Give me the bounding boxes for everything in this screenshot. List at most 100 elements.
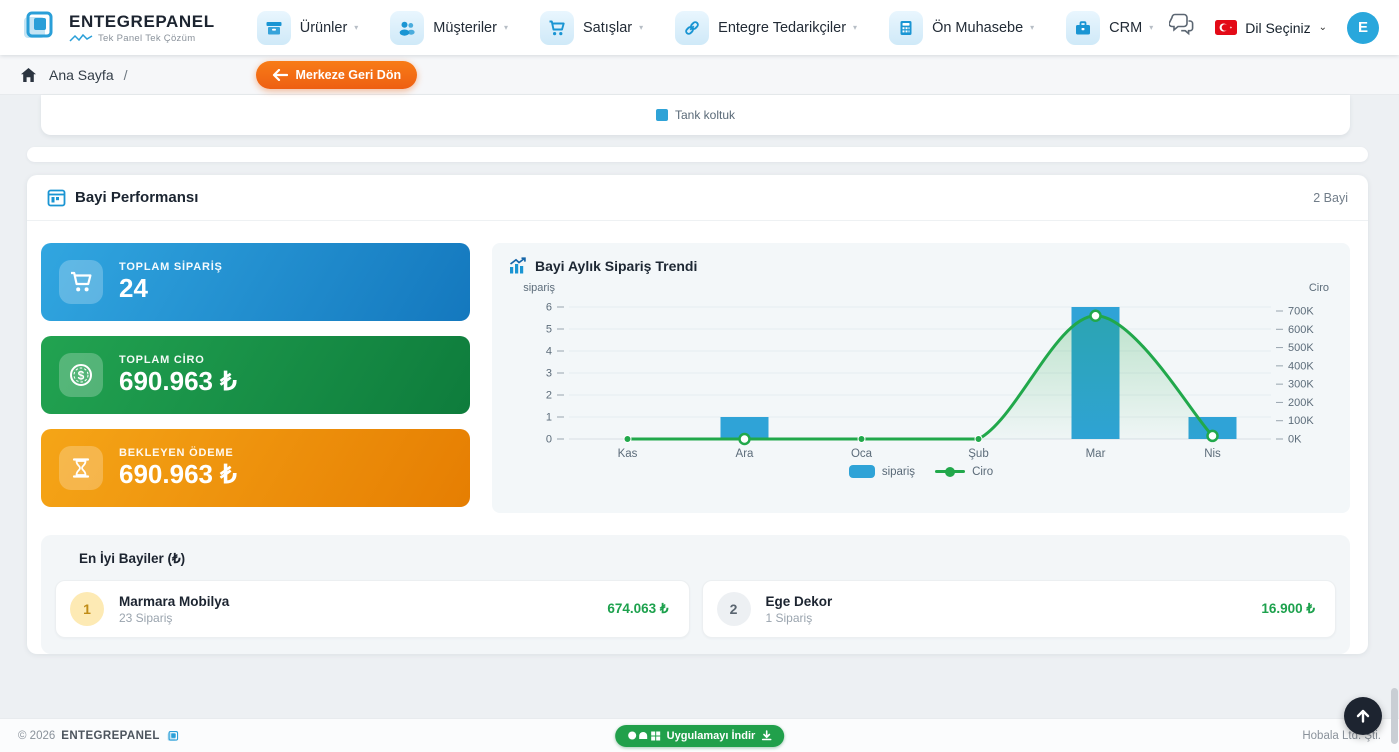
dealer-orders: 23 Sipariş — [119, 610, 173, 625]
stat-value: 690.963 ₺ — [119, 366, 237, 397]
dealer-amount: 674.063 ₺ — [607, 601, 669, 616]
copyright: © 2026 — [18, 729, 56, 742]
nav-item-on-muhasebe[interactable]: Ön Muhasebe ▾ — [889, 10, 1035, 45]
breadcrumb-home[interactable]: Ana Sayfa — [49, 66, 114, 83]
download-app-button[interactable]: Uygulamayı İndir — [614, 724, 785, 747]
avatar[interactable]: E — [1347, 11, 1379, 44]
dealer-count: 2 Bayi — [1313, 190, 1348, 205]
brand-name: ENTEGREPANEL — [69, 11, 215, 31]
collapsed-card — [27, 147, 1368, 162]
link-icon — [675, 10, 710, 45]
legend-ciro[interactable]: Ciro — [935, 466, 993, 478]
svg-text:Şub: Şub — [968, 448, 988, 460]
footer: © 2026 ENTEGREPANEL Uygulamayı İndir Hob… — [0, 718, 1399, 752]
legend-siparis[interactable]: sipariş — [848, 465, 915, 478]
svg-text:5: 5 — [546, 324, 552, 336]
svg-text:sipariş: sipariş — [523, 282, 555, 294]
chevron-down-icon: ▾ — [853, 23, 858, 32]
stat-card-total-orders: TOPLAM SİPARİŞ 24 — [41, 243, 470, 321]
panel-title: Bayi Performansı — [75, 189, 199, 206]
chevron-down-icon: ▾ — [354, 23, 359, 32]
storefront-icon — [47, 189, 66, 206]
svg-text:Kas: Kas — [618, 448, 638, 460]
legend-tank-koltuk[interactable]: Tank koltuk — [655, 108, 735, 122]
trend-title: Bayi Aylık Sipariş Trendi — [535, 258, 698, 274]
svg-text:0K: 0K — [1288, 434, 1302, 446]
footer-brand: ENTEGREPANEL — [61, 729, 160, 742]
top-dealers-panel: En İyi Bayiler (₺) 1 Marmara Mobilya 23 … — [41, 535, 1350, 654]
svg-text:500K: 500K — [1288, 342, 1314, 354]
svg-text:4: 4 — [546, 346, 552, 358]
calculator-icon — [889, 10, 924, 45]
chevron-down-icon: ▾ — [503, 23, 508, 32]
dealer-card[interactable]: 1 Marmara Mobilya 23 Sipariş 674.063 ₺ — [55, 580, 690, 638]
platform-icons — [627, 731, 660, 741]
dealer-name: Ege Dekor — [765, 593, 833, 609]
chevron-down-icon: ⌄ — [1318, 22, 1327, 33]
nav-item-musteriler[interactable]: Müşteriler ▾ — [390, 10, 508, 45]
chat-icon[interactable] — [1168, 13, 1195, 42]
stat-value: 690.963 ₺ — [119, 459, 237, 490]
svg-text:1: 1 — [546, 412, 552, 424]
stat-label: BEKLEYEN ÖDEME — [119, 447, 234, 460]
scrollbar-thumb[interactable] — [1391, 688, 1398, 744]
nav-item-satislar[interactable]: Satışlar ▾ — [539, 10, 643, 45]
svg-text:200K: 200K — [1288, 397, 1314, 409]
nav-item-urunler[interactable]: Ürünler ▾ — [256, 10, 359, 45]
box-icon — [256, 10, 291, 45]
svg-text:6: 6 — [546, 302, 552, 314]
svg-text:700K: 700K — [1288, 306, 1314, 318]
dealer-amount: 16.900 ₺ — [1261, 601, 1315, 616]
arrow-left-icon — [272, 68, 288, 81]
nav-item-crm[interactable]: CRM ▾ — [1066, 10, 1154, 45]
svg-text:Mar: Mar — [1086, 448, 1106, 460]
legend-swatch — [655, 109, 668, 121]
trend-chart-icon — [509, 257, 526, 274]
brand-logo-icon — [20, 6, 60, 49]
dealer-name: Marmara Mobilya — [119, 593, 230, 609]
footer-logo-icon — [167, 730, 178, 741]
brand[interactable]: ENTEGREPANEL Tek Panel Tek Çözüm — [20, 6, 215, 49]
chevron-down-icon: ▾ — [1149, 23, 1154, 32]
stat-label: TOPLAM SİPARİŞ — [119, 261, 223, 274]
legend-bar-swatch — [848, 465, 875, 478]
cart-icon — [59, 260, 103, 304]
collapsed-chart-card: Tank koltuk — [41, 95, 1350, 135]
cart-icon — [539, 10, 574, 45]
back-to-center-button[interactable]: Merkeze Geri Dön — [255, 60, 418, 89]
svg-text:600K: 600K — [1288, 324, 1314, 336]
svg-text:2: 2 — [546, 390, 552, 402]
language-selector[interactable]: Dil Seçiniz ⌄ — [1215, 20, 1327, 36]
arrow-up-icon — [1356, 709, 1370, 723]
chevron-down-icon: ▾ — [1030, 23, 1035, 32]
legend-line-swatch — [935, 466, 966, 477]
dealer-orders: 1 Sipariş — [765, 610, 813, 625]
top-dealers-title: En İyi Bayiler (₺) — [79, 551, 186, 566]
breadcrumb-separator: / — [123, 66, 128, 83]
rank-badge: 1 — [70, 592, 104, 626]
stat-card-pending-payment: BEKLEYEN ÖDEME 690.963 ₺ — [41, 429, 470, 507]
stat-label: TOPLAM CİRO — [119, 354, 205, 367]
svg-text:3: 3 — [546, 368, 552, 380]
svg-text:Nis: Nis — [1204, 448, 1221, 460]
scroll-top-button[interactable] — [1344, 697, 1382, 735]
turkish-flag-icon — [1215, 20, 1238, 35]
navbar: ENTEGREPANEL Tek Panel Tek Çözüm Ürünler… — [0, 0, 1399, 55]
home-icon[interactable] — [20, 67, 37, 83]
main-menu: Ürünler ▾ Müşteriler ▾ — [256, 10, 1154, 45]
rank-badge: 2 — [716, 592, 751, 626]
chart-legend: sipariş Ciro — [508, 465, 1334, 478]
svg-text:400K: 400K — [1288, 360, 1314, 372]
users-icon — [390, 10, 425, 45]
stat-card-total-revenue: $ TOPLAM CİRO 690.963 ₺ — [41, 336, 470, 414]
dealer-card[interactable]: 2 Ege Dekor 1 Sipariş 16.900 ₺ — [701, 580, 1336, 638]
trend-panel: Bayi Aylık Sipariş Trendi 0 1 2 3 4 5 6 0K 100K 2… — [492, 243, 1350, 513]
svg-text:$: $ — [78, 369, 85, 383]
zigzag-icon — [69, 33, 93, 42]
svg-text:Ara: Ara — [736, 448, 755, 460]
nav-item-entegre-tedarikciler[interactable]: Entegre Tedarikçiler ▾ — [675, 10, 858, 45]
brand-tagline: Tek Panel Tek Çözüm — [98, 32, 196, 44]
dealer-performance-card: Bayi Performansı 2 Bayi TOPLAM SİPARİŞ 2… — [27, 175, 1368, 654]
svg-text:Ciro: Ciro — [1309, 282, 1329, 294]
trend-chart[interactable]: 0 1 2 3 4 5 6 0K 100K 200K 300K 400K 500K 600K 700K sip… — [508, 281, 1334, 465]
